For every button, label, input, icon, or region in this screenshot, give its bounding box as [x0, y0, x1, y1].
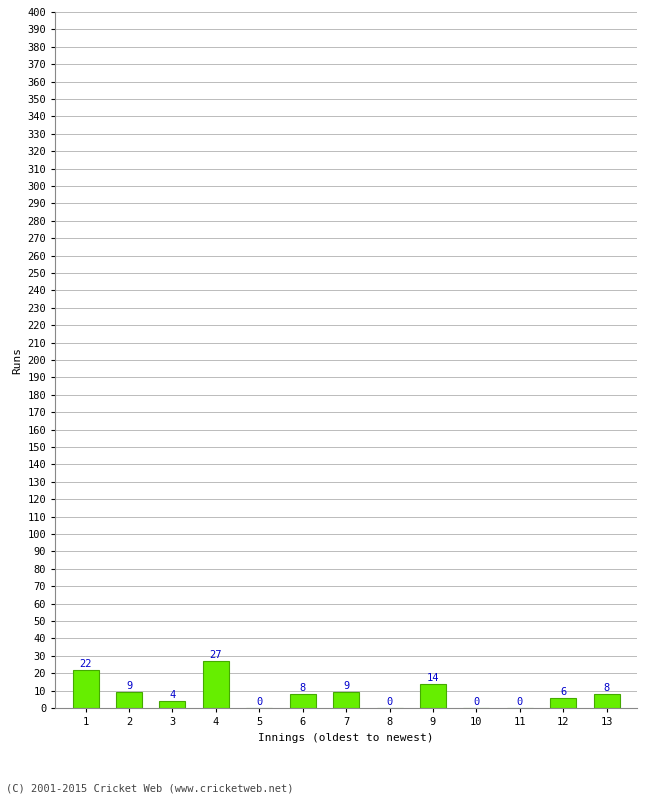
Y-axis label: Runs: Runs	[12, 346, 22, 374]
X-axis label: Innings (oldest to newest): Innings (oldest to newest)	[259, 733, 434, 742]
Text: 22: 22	[79, 659, 92, 669]
Text: 8: 8	[603, 683, 610, 694]
Bar	[333, 692, 359, 708]
Text: 14: 14	[426, 673, 439, 682]
Text: 27: 27	[210, 650, 222, 660]
Bar	[116, 692, 142, 708]
Bar	[420, 684, 446, 708]
Text: 0: 0	[386, 697, 393, 707]
Text: 9: 9	[126, 682, 132, 691]
Bar	[203, 661, 229, 708]
Bar	[550, 698, 576, 708]
Bar	[290, 694, 316, 708]
Text: 9: 9	[343, 682, 349, 691]
Text: 6: 6	[560, 686, 566, 697]
Text: 0: 0	[517, 697, 523, 707]
Text: (C) 2001-2015 Cricket Web (www.cricketweb.net): (C) 2001-2015 Cricket Web (www.cricketwe…	[6, 784, 294, 794]
Text: 0: 0	[256, 697, 263, 707]
Text: 8: 8	[300, 683, 306, 694]
Text: 4: 4	[170, 690, 176, 700]
Bar	[593, 694, 619, 708]
Bar	[73, 670, 99, 708]
Text: 0: 0	[473, 697, 480, 707]
Bar	[159, 701, 185, 708]
